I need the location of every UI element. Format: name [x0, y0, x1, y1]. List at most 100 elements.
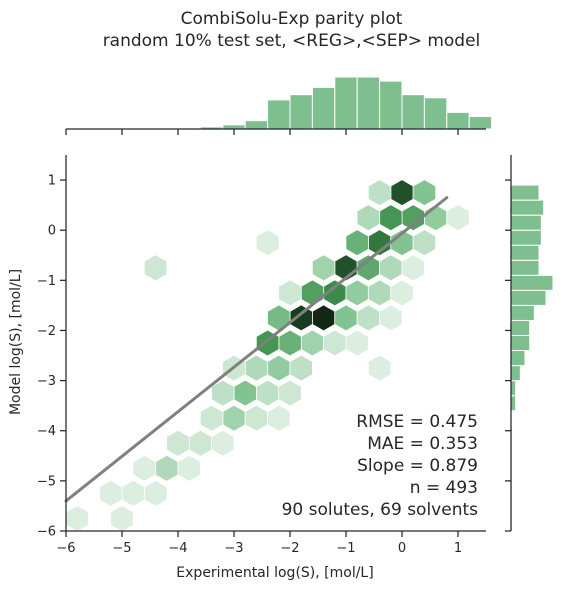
- hexbin-56: [121, 479, 145, 507]
- top-hist-bar-6: [311, 86, 336, 130]
- right-hist-bar-15: [510, 289, 547, 306]
- right-hist-bar-11: [510, 350, 526, 367]
- top-hist-bar-8: [356, 76, 381, 130]
- right-hist-bar-17: [510, 259, 540, 276]
- hexbin-3: [423, 204, 448, 232]
- right-hist-bar-9: [510, 380, 517, 397]
- hexbin-20: [300, 279, 325, 307]
- hexbin-15: [311, 254, 336, 282]
- top-hist-bar-10: [401, 94, 425, 130]
- y-tick-label-5: −1: [37, 274, 56, 289]
- hexbin-54: [132, 454, 157, 482]
- x-tick-label-6: 0: [398, 541, 406, 556]
- hexbin-17: [401, 254, 425, 282]
- fit-line: [64, 196, 449, 503]
- hexbin-7: [446, 204, 470, 232]
- stat-mae: MAE = 0.353: [367, 434, 478, 454]
- x-tick-label-0: −6: [56, 541, 75, 556]
- hexbin-38: [289, 354, 313, 382]
- hexbin-29: [356, 304, 381, 332]
- x-tick-label-1: −5: [112, 541, 131, 556]
- hexbin-0: [390, 179, 414, 207]
- hexbin-35: [345, 329, 369, 357]
- stat-rmse: RMSE = 0.475: [356, 412, 478, 432]
- hexbin-24: [278, 279, 302, 307]
- main-axes: −6−6 −5 −5 −4 −4 −3 −3 −2 −2 −1 −1 0 0 1 1: [37, 155, 486, 556]
- right-hist-bar-20: [510, 214, 542, 231]
- hexbin-10: [412, 229, 437, 257]
- hexbin-12: [255, 229, 280, 257]
- hexbin-46: [244, 404, 269, 432]
- hexbin-32: [278, 329, 302, 357]
- hexbin-11: [345, 229, 369, 257]
- x-tick-label-4: −2: [280, 541, 299, 556]
- y-tick-label-6: 0: [48, 224, 56, 239]
- y-tick-label-7: 1: [48, 174, 56, 189]
- x-tick-label-2: −4: [168, 541, 187, 556]
- top-hist-bar-5: [289, 94, 313, 130]
- hexbin-45: [222, 404, 246, 432]
- x-tick-label-3: −3: [224, 541, 243, 556]
- stat-counts: 90 solutes, 69 solvents: [282, 500, 479, 520]
- y-tick-label-2: −4: [37, 424, 56, 439]
- y-axis-label: Model log(S), [mol/L]: [8, 269, 24, 415]
- hexbin-34: [323, 329, 347, 357]
- top-hist-bar-3: [244, 120, 269, 130]
- hexbin-30: [379, 304, 403, 332]
- hexbin-21: [345, 279, 369, 307]
- top-hist-bar-9: [379, 80, 403, 130]
- hexbin-16: [379, 254, 403, 282]
- right-hist-bar-13: [510, 319, 531, 336]
- right-hist-bar-22: [510, 184, 540, 201]
- hexbin-2: [367, 179, 392, 207]
- hexbin-18: [143, 254, 168, 282]
- right-hist-bar-14: [510, 304, 535, 321]
- hexbin-23: [390, 279, 414, 307]
- hexbin-27: [334, 304, 358, 332]
- hexbin-31: [300, 329, 325, 357]
- y-tick-label-1: −5: [37, 474, 56, 489]
- hexbin-37: [244, 354, 269, 382]
- hexbin-layer: [65, 179, 470, 532]
- hexbin-57: [99, 479, 123, 507]
- hexbin-47: [199, 404, 224, 432]
- right-hist-bar-16: [510, 274, 554, 291]
- hexbin-58: [110, 505, 134, 532]
- hexbin-50: [211, 429, 235, 457]
- marginal-y-histogram: [505, 155, 554, 532]
- x-tick-label-7: 1: [454, 541, 462, 556]
- right-hist-bar-18: [510, 244, 540, 261]
- hexbin-49: [188, 429, 213, 457]
- y-tick-label-3: −3: [37, 374, 56, 389]
- top-hist-bar-12: [446, 111, 470, 130]
- stat-n: n = 493: [410, 478, 478, 498]
- hexbin-48: [267, 404, 291, 432]
- top-hist-bar-4: [267, 99, 291, 130]
- hexbin-52: [155, 454, 179, 482]
- hexbin-1: [412, 179, 437, 207]
- hexbin-51: [166, 429, 190, 457]
- hexbin-59: [65, 505, 89, 532]
- right-hist-bar-10: [510, 365, 521, 382]
- hexbin-25: [311, 304, 336, 332]
- right-hist-bar-12: [510, 334, 531, 352]
- hexbin-43: [278, 379, 302, 407]
- chart-subtitle: random 10% test set, <REG>,<SEP> model: [102, 31, 481, 51]
- hexbin-40: [367, 354, 392, 382]
- hexbin-42: [233, 379, 257, 407]
- hexbin-41: [255, 379, 280, 407]
- stat-slope: Slope = 0.879: [357, 456, 478, 476]
- right-hist-bar-19: [510, 229, 542, 246]
- y-tick-label-4: −2: [37, 324, 56, 339]
- top-hist-bar-11: [423, 97, 448, 130]
- hexbin-22: [367, 279, 392, 307]
- hexbin-55: [143, 479, 168, 507]
- hexbin-53: [177, 454, 201, 482]
- x-tick-label-5: −1: [336, 541, 355, 556]
- fit-line-layer: [64, 196, 449, 503]
- hexbin-5: [379, 204, 403, 232]
- top-hist-bar-13: [468, 116, 493, 130]
- stats-annotation: RMSE = 0.475 MAE = 0.353 Slope = 0.879 n…: [282, 412, 479, 520]
- y-tick-label-0: −6: [37, 525, 56, 540]
